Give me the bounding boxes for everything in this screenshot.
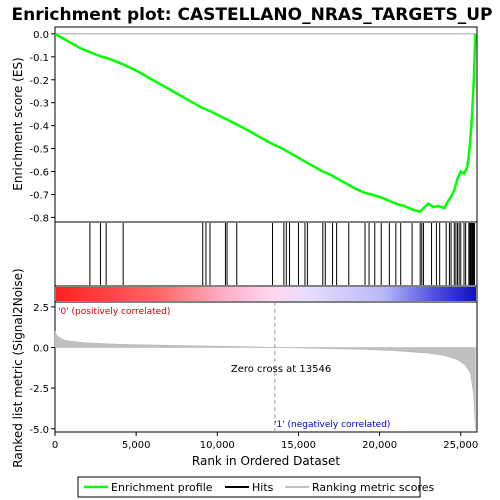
metric-panel (54, 301, 478, 433)
chart-title: Enrichment plot: CASTELLANO_NRAS_TARGETS… (11, 5, 492, 25)
x-tick-label: 5,000 (122, 440, 151, 451)
metric-y-ticks: 2.5 0.0 -2.5 -5.0 (29, 303, 55, 436)
hit-marks (89, 223, 476, 285)
es-y-tick-label: -0.1 (29, 53, 49, 64)
metric-y-tick-label: 0.0 (33, 344, 49, 355)
x-tick-label: 25,000 (443, 440, 478, 451)
es-y-tick-label: -0.5 (29, 145, 49, 156)
es-y-tick-label: -0.2 (29, 76, 49, 87)
metric-y-axis-label: Ranked list metric (Signal2Noise) (11, 268, 25, 467)
legend-label-metric: Ranking metric scores (312, 481, 434, 494)
legend-label-hits: Hits (252, 481, 274, 494)
enrichment-panel (54, 26, 478, 223)
es-y-axis-label: Enrichment score (ES) (11, 57, 25, 190)
es-y-tick-label: -0.8 (29, 213, 49, 224)
zero-cross-annotation: Zero cross at 13546 (231, 364, 331, 375)
x-tick-label: 0 (52, 440, 58, 451)
es-y-ticks: 0.0 -0.1 -0.2 -0.3 -0.4 -0.5 -0.6 -0.7 -0.8 (29, 30, 55, 224)
es-y-tick-label: 0.0 (33, 30, 49, 41)
hits-panel (54, 221, 478, 287)
x-axis-label: Rank in Ordered Dataset (192, 454, 340, 468)
metric-y-tick-label: -2.5 (29, 384, 49, 395)
x-tick-label: 10,000 (200, 440, 235, 451)
rank-color-bar (56, 287, 476, 301)
legend-label-profile: Enrichment profile (111, 481, 213, 494)
x-tick-label: 20,000 (362, 440, 397, 451)
es-y-tick-label: -0.3 (29, 99, 49, 110)
es-y-tick-label: -0.6 (29, 168, 49, 179)
es-y-tick-label: -0.4 (29, 122, 49, 133)
x-tick-label: 15,000 (281, 440, 316, 451)
es-y-tick-label: -0.7 (29, 190, 49, 201)
enrichment-profile-line (54, 32, 477, 214)
positive-correlation-label: '0' (positively correlated) (58, 307, 170, 317)
x-axis-ticks: 0 5,000 10,000 15,000 20,000 25,000 (52, 432, 478, 451)
metric-y-tick-label: -5.0 (29, 425, 49, 436)
legend: Enrichment profile Hits Ranking metric s… (77, 476, 434, 498)
ranking-metric-area (54, 331, 476, 429)
metric-y-tick-label: 2.5 (33, 303, 49, 314)
negative-correlation-label: '1' (negatively correlated) (274, 420, 390, 430)
